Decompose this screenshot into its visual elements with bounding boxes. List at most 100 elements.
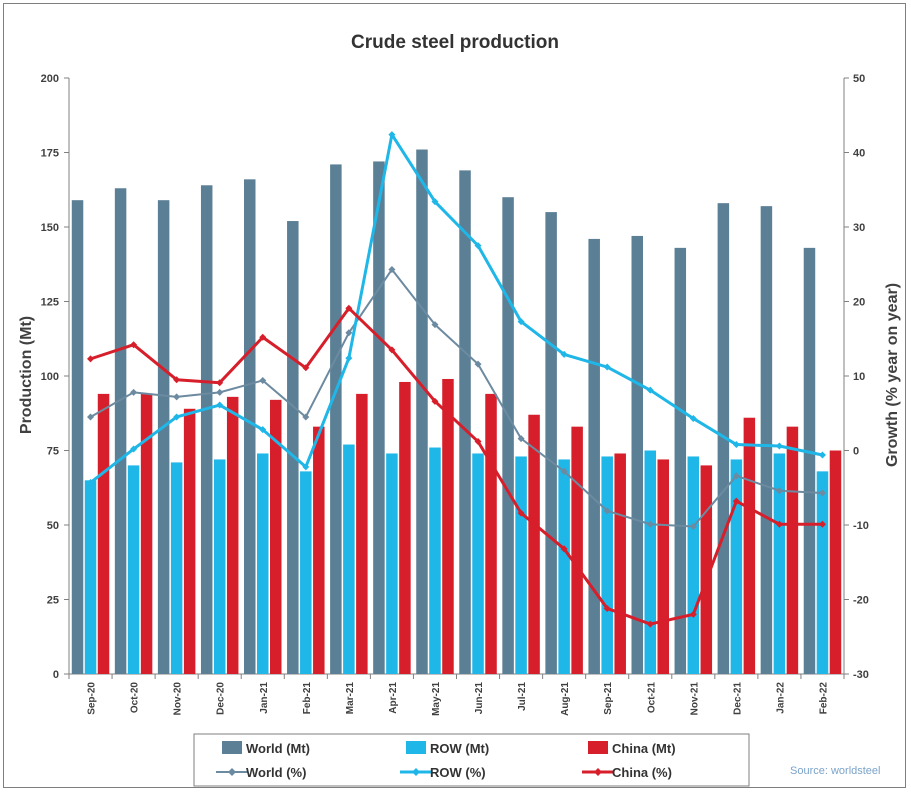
bar-china-mt <box>97 393 110 674</box>
legend: World (Mt) ROW (Mt) China (Mt) World (%) ROW… <box>193 733 750 787</box>
bar-world-mt <box>244 179 256 674</box>
bar-world-mt <box>287 221 299 675</box>
point-row <box>173 413 181 421</box>
point-row <box>87 479 95 487</box>
point-china <box>603 604 611 612</box>
y2-axis-label: Growth (% year on year) <box>884 283 901 467</box>
point-row <box>603 363 611 371</box>
bar-row-mt <box>644 450 656 674</box>
y-tick-label: 100 <box>41 371 59 383</box>
bar-china-mt <box>657 459 669 674</box>
bar-world-mt <box>200 185 213 674</box>
x-tick-label: Nov-21 <box>689 682 700 716</box>
bar-china-mt <box>313 426 325 674</box>
bar-world-mt <box>674 247 687 675</box>
legend-marker-china <box>594 768 602 776</box>
legend-swatch-china-mt <box>588 741 608 754</box>
point-row <box>388 131 396 139</box>
bar-china-mt <box>485 393 497 674</box>
x-tick-label: Feb-22 <box>818 682 829 715</box>
y2-tick-label: 0 <box>853 446 859 458</box>
point-china <box>130 341 138 349</box>
x-tick-label: Oct-21 <box>646 682 657 714</box>
point-world <box>87 413 95 421</box>
point-world <box>474 360 482 368</box>
y-tick-label: 25 <box>47 595 59 607</box>
bar-row-mt <box>170 462 183 674</box>
bar-row-mt <box>773 453 786 674</box>
bar-china-mt <box>183 408 196 674</box>
point-world <box>689 522 697 530</box>
point-world <box>732 472 740 480</box>
point-row <box>775 442 783 450</box>
y-tick-label: 125 <box>41 297 59 309</box>
x-tick-label: Jul-21 <box>517 682 528 711</box>
point-china <box>431 397 439 405</box>
chart-title: Crude steel production <box>351 32 559 53</box>
x-tick-label: Mar-21 <box>345 682 356 715</box>
point-world <box>431 321 439 329</box>
bar-row-mt <box>213 459 226 674</box>
legend-label-row: ROW (%) <box>430 765 486 780</box>
bar-row-mt <box>558 459 570 674</box>
point-china <box>646 620 654 628</box>
point-row <box>130 445 138 453</box>
bar-world-mt <box>330 164 342 675</box>
bar-world-mt <box>502 197 514 674</box>
x-tick-label: Dec-20 <box>216 682 227 715</box>
point-china <box>689 610 697 618</box>
line-world <box>90 268 823 528</box>
legend-marker-row <box>412 768 420 776</box>
y-axis-label: Production (Mt) <box>18 316 35 434</box>
bar-row-mt <box>472 453 484 674</box>
legend-swatch-row-mt <box>406 741 426 754</box>
point-world <box>130 388 138 396</box>
point-world <box>517 435 525 443</box>
bar-world-mt <box>373 161 385 674</box>
point-world <box>818 489 826 497</box>
point-world <box>259 376 267 384</box>
legend-marker-world <box>228 768 236 776</box>
point-world <box>603 507 611 515</box>
bar-world-mt <box>545 212 557 674</box>
x-tick-label: Nov-20 <box>173 682 184 716</box>
y2-tick-label: 10 <box>853 371 865 383</box>
bar-china-mt <box>829 450 842 674</box>
y-tick-label: 75 <box>47 446 59 458</box>
bar-china-mt <box>442 378 454 674</box>
y-tick-label: 0 <box>53 669 59 681</box>
bar-china-mt <box>399 381 411 674</box>
y2-tick-label: -20 <box>853 595 869 607</box>
bar-china-mt <box>571 426 583 674</box>
point-row <box>216 401 224 409</box>
bar-world-mt <box>71 200 84 674</box>
point-china <box>302 364 310 372</box>
bar-china-mt <box>786 426 799 674</box>
bar-world-mt <box>717 203 730 674</box>
legend-label-china-mt: China (Mt) <box>612 741 676 756</box>
bar-world-mt <box>114 188 127 674</box>
legend-label-row-mt: ROW (Mt) <box>430 741 489 756</box>
bars-layer <box>71 149 842 675</box>
legend-swatch-world-mt <box>222 741 242 754</box>
bar-row-mt <box>343 444 355 674</box>
point-world <box>646 520 654 528</box>
bar-row-mt <box>127 465 140 674</box>
point-world <box>560 467 568 475</box>
line-row <box>89 133 823 484</box>
y-tick-label: 150 <box>41 222 59 234</box>
bar-world-mt <box>760 206 773 674</box>
x-tick-label: Aug-21 <box>560 682 571 716</box>
y-tick-label: 200 <box>41 73 59 85</box>
y-tick-label: 50 <box>47 520 59 532</box>
point-world <box>216 388 224 396</box>
point-china <box>345 304 353 312</box>
point-row <box>560 350 568 358</box>
point-china <box>474 438 482 446</box>
axes <box>64 77 849 679</box>
x-tick-label: Oct-20 <box>130 682 141 714</box>
y2-tick-label: 50 <box>853 73 865 85</box>
point-row <box>646 386 654 394</box>
bar-row-mt <box>601 456 613 674</box>
point-world <box>302 413 310 421</box>
